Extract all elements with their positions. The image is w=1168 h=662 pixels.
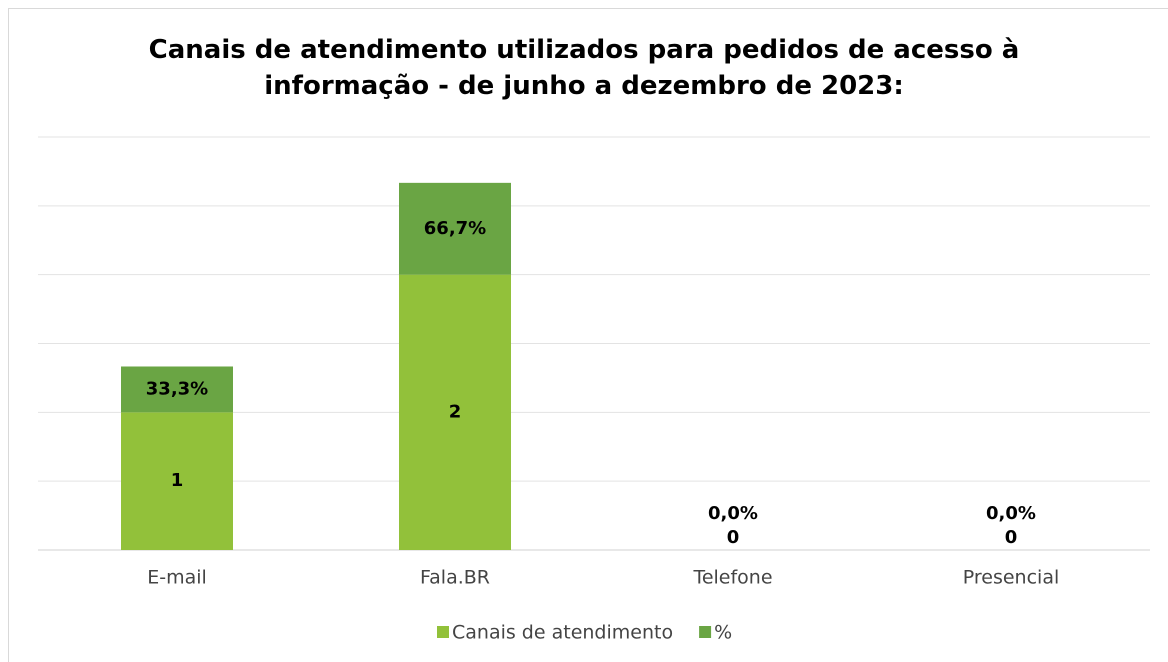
- chart-border: [8, 8, 1168, 662]
- x-tick-label: Presencial: [963, 567, 1059, 589]
- data-label: 0: [1005, 527, 1018, 548]
- legend-swatch: [437, 626, 449, 638]
- data-label: 0: [727, 527, 740, 548]
- data-label: 2: [449, 401, 462, 422]
- legend-label: Canais de atendimento: [452, 622, 673, 644]
- legend-label: %: [714, 622, 732, 644]
- bar-segment: [121, 366, 233, 413]
- bar-segment: [399, 182, 511, 275]
- bar-segment: [121, 412, 233, 550]
- data-label: 1: [171, 470, 184, 491]
- data-label: 0,0%: [986, 503, 1036, 524]
- x-tick-label: E-mail: [147, 567, 207, 589]
- x-tick-label: Fala.BR: [420, 567, 490, 589]
- legend-swatch: [699, 626, 712, 638]
- data-label: 66,7%: [424, 218, 486, 239]
- data-label: 0,0%: [708, 503, 758, 524]
- x-tick-label: Telefone: [692, 567, 772, 589]
- bar-segment: [399, 274, 511, 550]
- data-label: 33,3%: [146, 378, 208, 399]
- chart-title: Canais de atendimento utilizados para pe…: [148, 35, 1020, 101]
